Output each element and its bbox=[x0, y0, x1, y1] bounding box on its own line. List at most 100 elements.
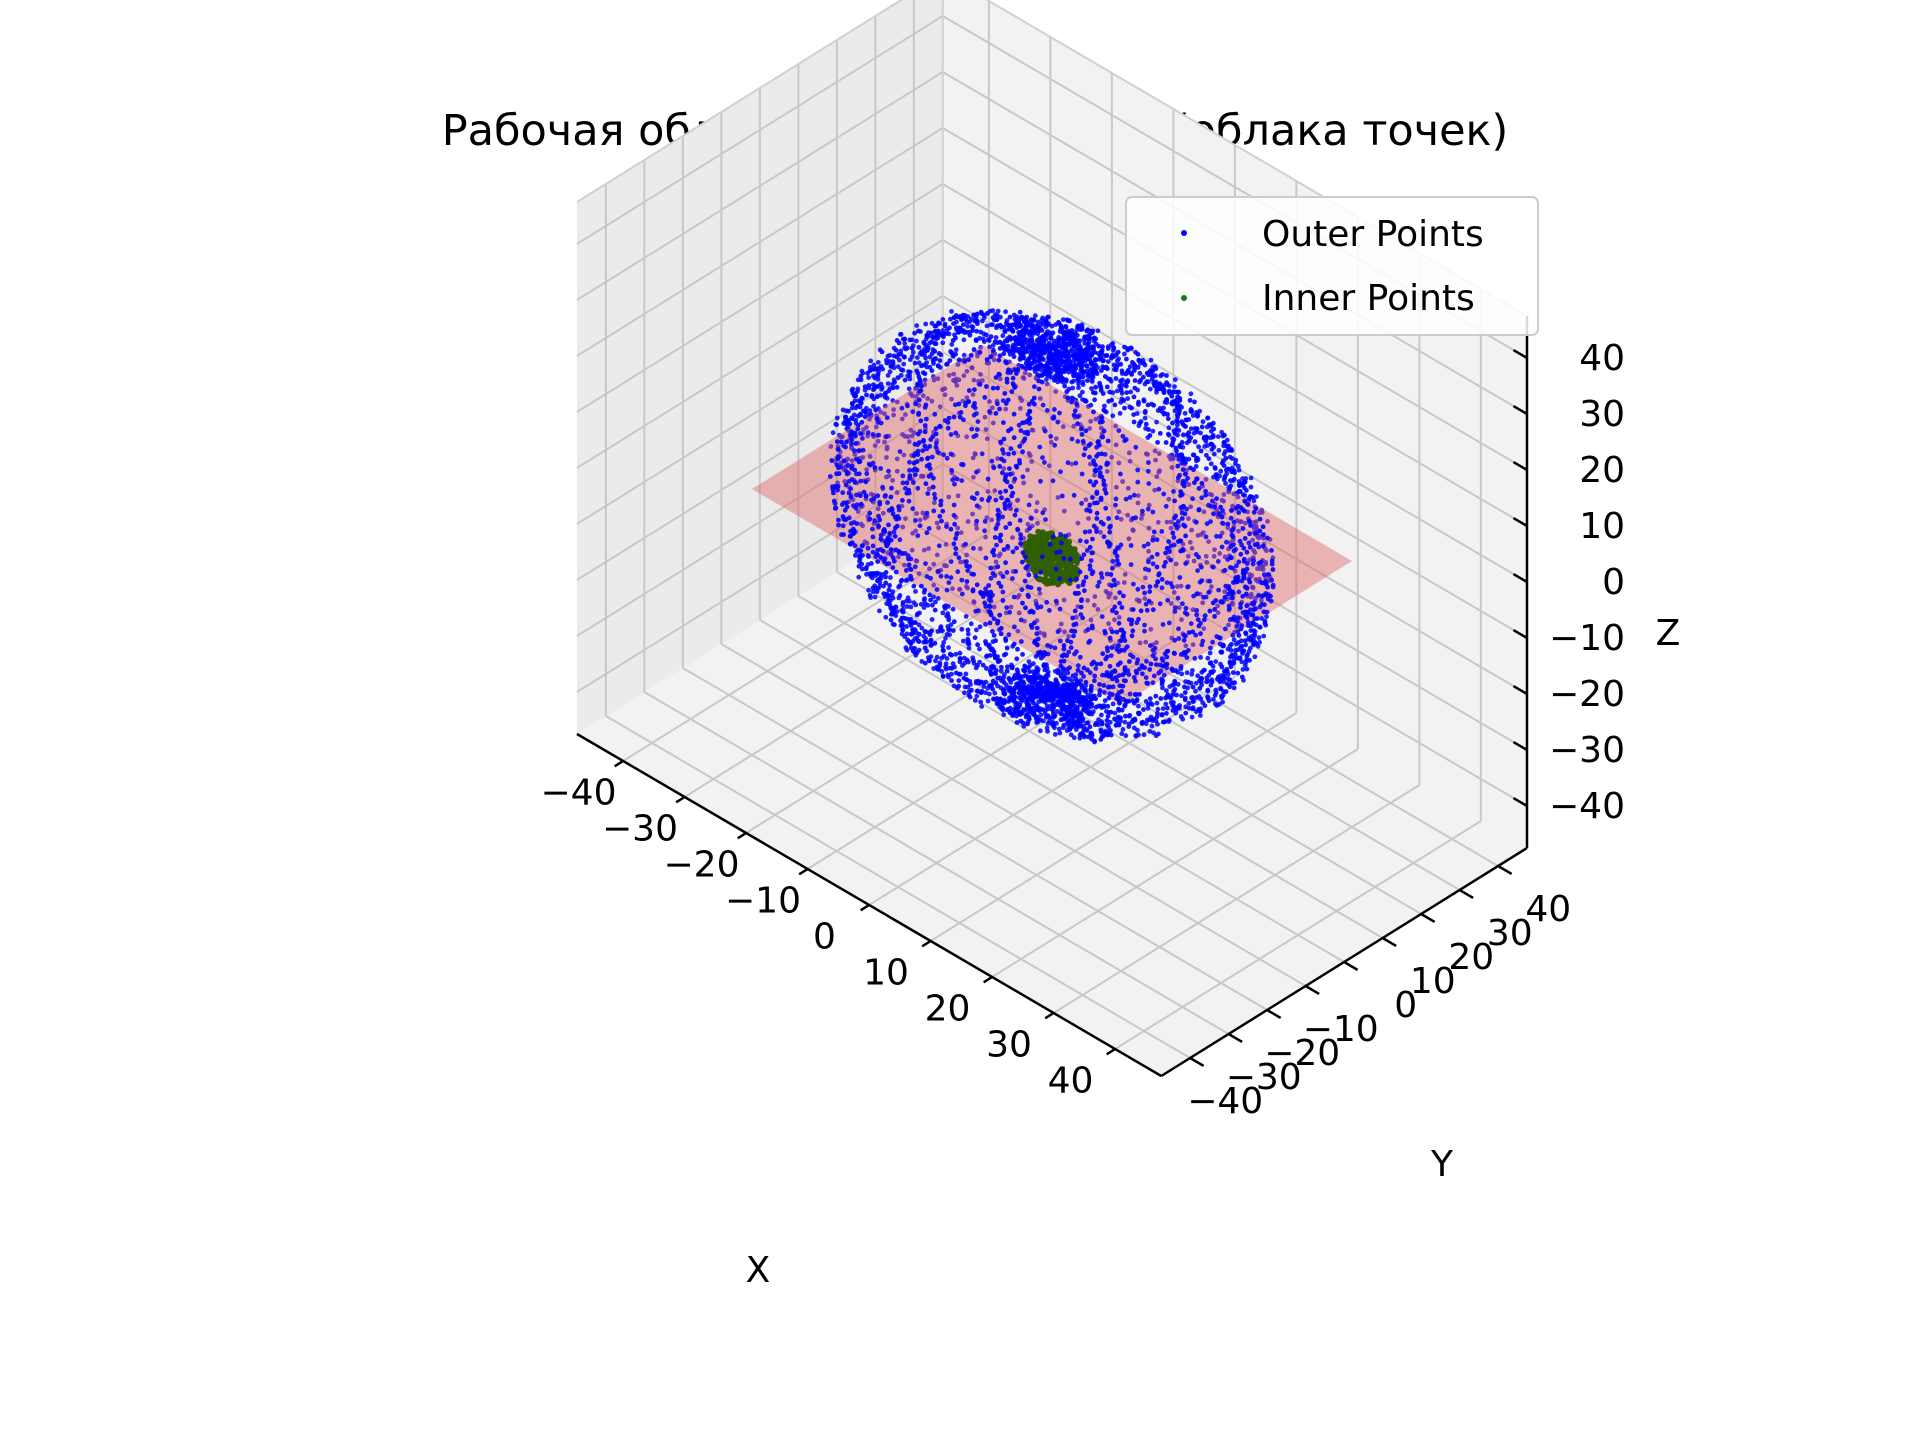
outer-point bbox=[1203, 477, 1209, 482]
outer-point bbox=[988, 565, 994, 571]
outer-point bbox=[1154, 551, 1160, 557]
outer-point bbox=[978, 699, 984, 705]
outer-point bbox=[1067, 556, 1073, 562]
outer-point bbox=[1072, 608, 1078, 614]
outer-point bbox=[998, 701, 1003, 707]
outer-point bbox=[896, 584, 901, 590]
outer-point bbox=[975, 663, 980, 668]
outer-point bbox=[1105, 344, 1111, 350]
outer-point bbox=[1167, 694, 1172, 700]
outer-point bbox=[962, 359, 968, 364]
outer-point bbox=[1070, 673, 1076, 679]
outer-point bbox=[1042, 428, 1048, 434]
outer-point bbox=[922, 515, 928, 521]
outer-point bbox=[1185, 475, 1190, 481]
outer-point bbox=[1089, 362, 1095, 367]
outer-point bbox=[1253, 530, 1259, 536]
outer-point bbox=[928, 637, 934, 643]
outer-point bbox=[1183, 424, 1188, 429]
outer-point bbox=[1079, 471, 1085, 477]
outer-point bbox=[1025, 467, 1030, 473]
outer-point bbox=[935, 449, 941, 455]
outer-point bbox=[1014, 323, 1020, 328]
outer-point bbox=[1176, 456, 1182, 462]
outer-point bbox=[1176, 636, 1182, 641]
outer-point bbox=[974, 469, 979, 475]
outer-point bbox=[1163, 550, 1168, 556]
z-tick-mark bbox=[1512, 461, 1528, 472]
outer-point bbox=[1205, 678, 1211, 684]
outer-point bbox=[1091, 409, 1096, 415]
outer-point bbox=[844, 421, 849, 427]
outer-point bbox=[1136, 710, 1141, 716]
outer-point bbox=[1119, 731, 1125, 737]
outer-point bbox=[1135, 493, 1141, 498]
outer-point bbox=[1210, 663, 1216, 669]
outer-point bbox=[1261, 609, 1267, 615]
outer-point bbox=[1083, 347, 1089, 352]
outer-point bbox=[939, 332, 944, 337]
outer-point bbox=[988, 594, 994, 600]
outer-point bbox=[1201, 626, 1207, 631]
outer-point bbox=[898, 578, 904, 584]
outer-point bbox=[875, 559, 881, 564]
outer-point bbox=[971, 545, 976, 551]
outer-point bbox=[1052, 732, 1058, 737]
inner-point bbox=[1035, 528, 1042, 535]
outer-point bbox=[989, 458, 995, 464]
outer-point bbox=[1069, 461, 1075, 467]
outer-point bbox=[942, 323, 948, 329]
outer-point bbox=[997, 353, 1003, 359]
outer-point bbox=[1003, 359, 1008, 364]
outer-point bbox=[1075, 356, 1081, 362]
outer-point bbox=[1169, 393, 1175, 399]
outer-point bbox=[940, 387, 945, 393]
outer-point bbox=[997, 612, 1003, 618]
outer-point bbox=[1119, 368, 1125, 374]
outer-point bbox=[924, 333, 930, 338]
outer-point bbox=[1098, 349, 1104, 355]
outer-point bbox=[1252, 654, 1258, 660]
outer-point bbox=[903, 412, 908, 417]
outer-point bbox=[922, 660, 928, 666]
outer-point bbox=[922, 645, 928, 651]
outer-point bbox=[1149, 554, 1155, 560]
outer-point bbox=[913, 589, 918, 594]
outer-point bbox=[1018, 617, 1024, 623]
outer-point bbox=[1040, 402, 1046, 408]
outer-point bbox=[949, 467, 954, 473]
outer-point bbox=[1159, 712, 1165, 717]
outer-point bbox=[1040, 315, 1046, 321]
outer-point bbox=[910, 506, 916, 512]
outer-point bbox=[894, 338, 900, 343]
outer-point bbox=[1200, 530, 1206, 535]
outer-point bbox=[991, 604, 997, 610]
outer-point bbox=[884, 455, 889, 460]
outer-point bbox=[963, 541, 968, 547]
outer-point bbox=[1147, 386, 1153, 392]
outer-point bbox=[1069, 628, 1074, 634]
outer-point bbox=[1190, 452, 1196, 458]
outer-point bbox=[1228, 483, 1234, 489]
outer-point bbox=[1118, 378, 1123, 384]
outer-point bbox=[973, 608, 979, 614]
outer-point bbox=[936, 525, 941, 531]
outer-point bbox=[1235, 503, 1241, 509]
outer-point bbox=[914, 467, 920, 473]
outer-point bbox=[1150, 537, 1156, 543]
outer-point bbox=[1122, 572, 1128, 577]
outer-point bbox=[972, 405, 978, 411]
outer-point bbox=[988, 334, 994, 339]
outer-point bbox=[1000, 598, 1006, 603]
outer-point bbox=[1225, 646, 1231, 652]
outer-point bbox=[1004, 318, 1010, 323]
outer-point bbox=[927, 354, 933, 360]
outer-point bbox=[1204, 466, 1209, 471]
outer-point bbox=[834, 471, 839, 477]
outer-point bbox=[929, 398, 935, 404]
outer-point bbox=[1229, 508, 1234, 513]
outer-point bbox=[934, 654, 940, 660]
outer-point bbox=[971, 347, 977, 352]
outer-point bbox=[1058, 659, 1064, 664]
outer-point bbox=[858, 493, 863, 499]
